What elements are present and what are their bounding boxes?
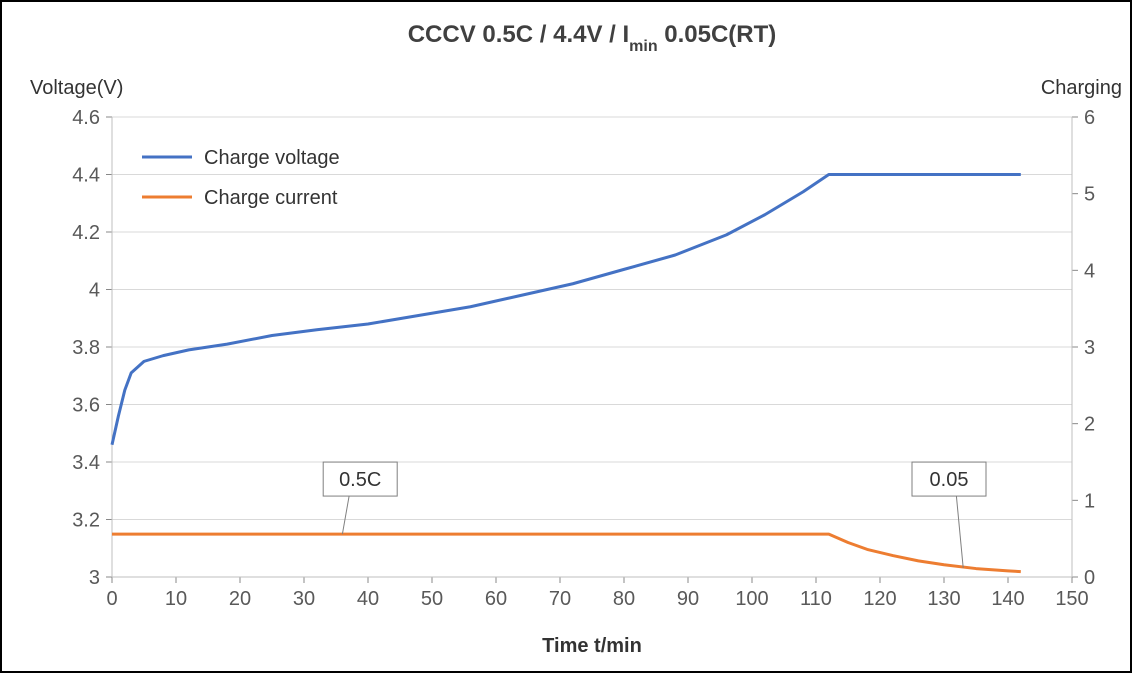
x-tick-label: 90 [677,588,699,610]
y2-axis-title: Charging [1041,77,1122,99]
y1-tick-label: 4.4 [72,165,100,187]
y1-tick-label: 4 [89,280,100,302]
y2-tick-label: 2 [1084,414,1095,436]
x-tick-label: 10 [165,588,187,610]
x-tick-label: 0 [106,588,117,610]
x-tick-label: 130 [927,588,960,610]
y1-tick-label: 3.6 [72,395,100,417]
y1-tick-label: 4.6 [72,107,100,129]
chart-title: CCCV 0.5C / 4.4V / Imin 0.05C(RT) [408,21,777,55]
y1-axis-title: Voltage(V) [30,77,123,99]
y2-tick-label: 0 [1084,567,1095,589]
y2-tick-label: 5 [1084,184,1095,206]
x-tick-label: 120 [863,588,896,610]
y2-tick-label: 3 [1084,337,1095,359]
y1-tick-label: 3 [89,567,100,589]
x-tick-label: 150 [1055,588,1088,610]
x-tick-label: 40 [357,588,379,610]
x-tick-label: 140 [991,588,1024,610]
chart-frame: CCCV 0.5C / 4.4V / Imin 0.05C(RT) Voltage… [0,0,1132,673]
y2-tick-label: 1 [1084,490,1095,512]
x-tick-label: 80 [613,588,635,610]
annotation-cc-label: 0.5C [339,469,381,491]
current-series [112,534,1021,572]
annotation-tail-label: 0.05 [930,469,969,491]
x-tick-label: 50 [421,588,443,610]
x-tick-label: 100 [735,588,768,610]
legend-current-label: Charge current [204,187,338,209]
x-tick-label: 30 [293,588,315,610]
x-tick-label: 110 [800,588,832,610]
annotation-cc-leader [342,496,349,534]
y1-tick-label: 4.2 [72,222,100,244]
x-tick-label: 20 [229,588,251,610]
y1-tick-label: 3.8 [72,337,100,359]
x-tick-label: 60 [485,588,507,610]
x-tick-label: 70 [549,588,571,610]
y2-tick-label: 6 [1084,107,1095,129]
y2-tick-label: 4 [1084,260,1095,282]
legend-voltage-label: Charge voltage [204,147,340,169]
y1-tick-label: 3.2 [72,510,100,532]
cccv-chart: CCCV 0.5C / 4.4V / Imin 0.05C(RT) Voltage… [2,2,1130,671]
x-axis-title: Time t/min [542,635,642,657]
annotation-tail-leader [956,496,963,568]
y1-tick-label: 3.4 [72,452,100,474]
